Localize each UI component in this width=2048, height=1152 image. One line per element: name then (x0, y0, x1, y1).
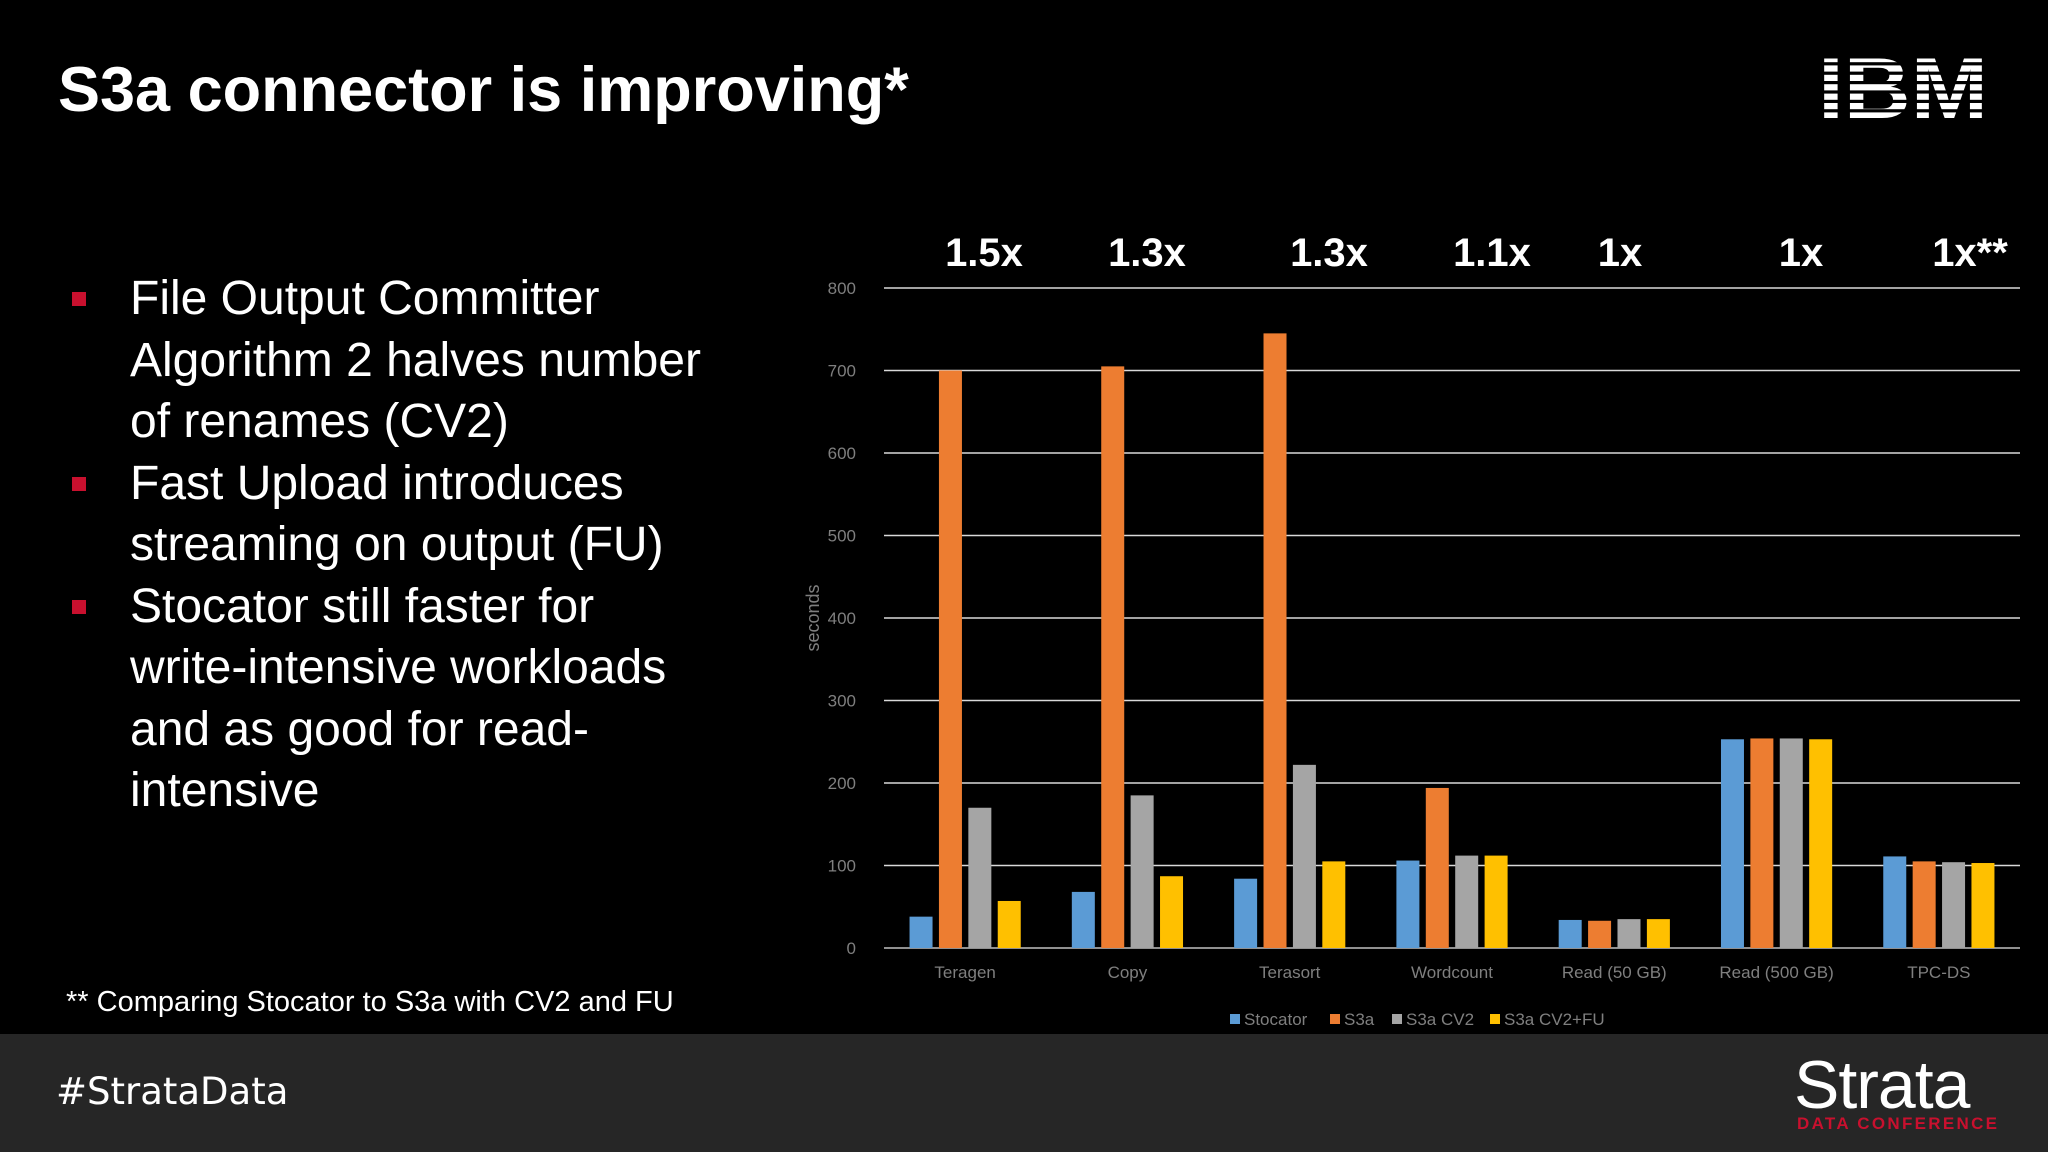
y-tick-label: 500 (828, 527, 856, 546)
bullet-text: Stocator still faster for write-intensiv… (130, 579, 667, 818)
legend-label: Stocator (1244, 1010, 1308, 1029)
bar (1912, 861, 1936, 948)
bar (1292, 764, 1316, 948)
y-tick-label: 400 (828, 609, 856, 628)
bar (1130, 795, 1154, 948)
bullet-item: File Output Committer Algorithm 2 halves… (64, 268, 724, 453)
bar (1396, 860, 1420, 948)
y-tick-label: 100 (828, 857, 856, 876)
footer-hashtag: #StrataData (56, 1070, 289, 1113)
bar (1779, 738, 1803, 948)
bullet-list: File Output Committer Algorithm 2 halves… (64, 268, 724, 822)
slide-title: S3a connector is improving* (58, 55, 909, 125)
y-axis-label: seconds (803, 584, 823, 651)
speedup-annotation: 1x (1598, 231, 1643, 275)
footnote: ** Comparing Stocator to S3a with CV2 an… (66, 986, 674, 1018)
x-tick-label: TPC-DS (1907, 963, 1970, 982)
bullet-marker-icon (72, 292, 86, 306)
bar (1484, 855, 1508, 948)
svg-text:IBM: IBM (1818, 56, 1988, 126)
strata-logo-subtitle: DATA CONFERENCE (1797, 1114, 2000, 1133)
bar (1750, 738, 1774, 948)
speedup-annotation: 1.5x (945, 231, 1023, 275)
bar-chart: 0 100 200 300 400 500 600 700 800 seconds Teragen C… (803, 231, 2020, 1029)
x-tick-label: Teragen (934, 963, 995, 982)
x-tick-label: Read (500 GB) (1719, 963, 1833, 982)
speedup-annotation: 1.3x (1108, 231, 1186, 275)
bar (938, 370, 962, 948)
legend-label: S3a CV2+FU (1504, 1010, 1605, 1029)
bar (1101, 366, 1125, 948)
bar (909, 916, 933, 948)
bullet-item: Stocator still faster for write-intensiv… (64, 576, 724, 822)
y-tick-label: 800 (828, 279, 856, 298)
legend-swatch (1490, 1014, 1500, 1024)
bar (1263, 333, 1287, 948)
bar (1588, 920, 1612, 948)
ibm-logo-icon: IBM (1818, 56, 1988, 126)
bullet-text: Fast Upload introduces streaming on outp… (130, 456, 664, 572)
bar (1455, 855, 1479, 948)
bar (1234, 878, 1258, 948)
bar (1617, 919, 1641, 948)
bar (1971, 863, 1995, 948)
legend-label: S3a CV2 (1406, 1010, 1474, 1029)
bar (1720, 739, 1744, 948)
bar (1883, 856, 1907, 948)
x-tick-label: Read (50 GB) (1562, 963, 1667, 982)
bar (1322, 861, 1346, 948)
legend-swatch (1330, 1014, 1340, 1024)
bullet-marker-icon (72, 599, 86, 614)
bar (1942, 862, 1966, 948)
legend-swatch (1392, 1014, 1402, 1024)
speedup-annotation: 1.3x (1290, 231, 1368, 275)
y-tick-label: 200 (828, 774, 856, 793)
x-tick-label: Wordcount (1411, 963, 1493, 982)
bullet-item: Fast Upload introduces streaming on outp… (64, 453, 724, 576)
speedup-annotation: 1x** (1932, 231, 2008, 275)
bar (997, 900, 1021, 948)
speedup-annotation: 1x (1779, 231, 1824, 275)
speedup-annotation: 1.1x (1453, 231, 1531, 275)
legend-swatch (1230, 1014, 1240, 1024)
bullet-text: File Output Committer Algorithm 2 halves… (130, 272, 701, 448)
bar (1425, 787, 1449, 948)
bullet-marker-icon (72, 476, 86, 491)
bar (1646, 919, 1670, 948)
y-tick-label: 600 (828, 444, 856, 463)
bar (1558, 919, 1582, 948)
bar (1809, 739, 1833, 948)
y-tick-label: 300 (828, 692, 856, 711)
bar (1160, 876, 1184, 948)
strata-logo: Strata (1794, 1047, 1970, 1123)
legend-label: S3a (1344, 1010, 1375, 1029)
x-tick-label: Copy (1108, 963, 1148, 982)
footer-bar (0, 1034, 2048, 1152)
x-tick-label: Terasort (1259, 963, 1321, 982)
y-tick-label: 700 (828, 362, 856, 381)
y-tick-label: 0 (847, 939, 856, 958)
bar (1071, 891, 1095, 948)
bar (968, 807, 992, 948)
